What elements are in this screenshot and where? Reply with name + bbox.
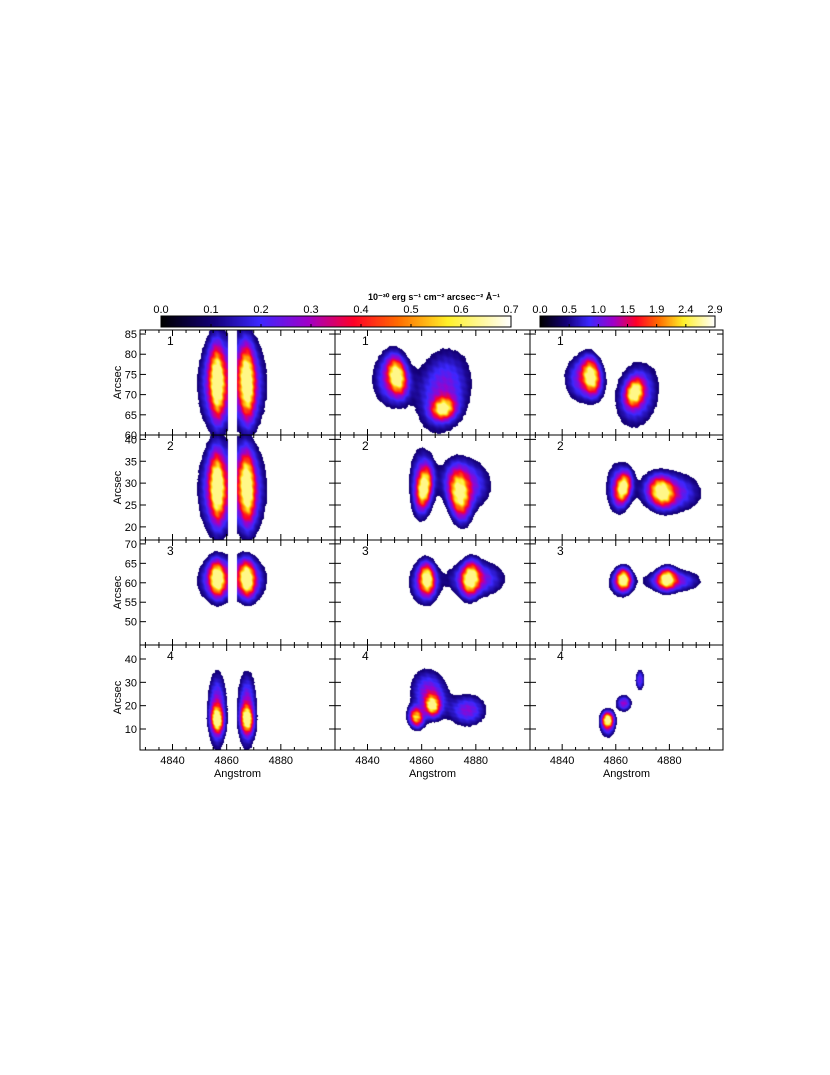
y-axis-title: Arcsec — [112, 470, 124, 504]
x-tick-label: 4880 — [269, 755, 293, 767]
colorbar-tick-label: 0.5 — [562, 304, 577, 316]
heatmap-panel-r2-c1: 2 — [139, 434, 336, 541]
heatmap-image — [530, 540, 723, 645]
x-axis-title: Angstrom — [603, 768, 650, 780]
x-tick-label: 4860 — [604, 755, 628, 767]
colorbar-tick-label: 0.0 — [153, 304, 168, 316]
x-tick-label: 4860 — [409, 755, 433, 767]
heatmap-panel-r4-c3: 4 — [529, 644, 724, 751]
x-tick-label: 4860 — [214, 755, 238, 767]
y-tick-label: 30 — [125, 677, 137, 689]
y-tick-label: 70 — [125, 539, 137, 551]
y-tick-label: 40 — [125, 654, 137, 666]
colorbar-tick-label: 1.0 — [591, 304, 606, 316]
heatmap-image — [335, 645, 530, 750]
y-tick-label: 75 — [125, 369, 137, 381]
y-tick-label: 70 — [125, 390, 137, 402]
y-tick-label: 65 — [125, 410, 137, 422]
x-tick-label: 4880 — [464, 755, 488, 767]
panel-number-label: 3 — [167, 544, 174, 558]
panel-frame — [529, 644, 724, 751]
y-tick-label: 50 — [125, 617, 137, 629]
colorbar-frame — [160, 315, 512, 328]
heatmap-image — [140, 645, 335, 750]
y-tick-label: 25 — [125, 500, 137, 512]
panel-number-label: 4 — [557, 649, 564, 663]
y-tick-label: 85 — [125, 329, 137, 341]
heatmap-panel-r1-c3: 1 — [529, 329, 724, 436]
x-tick-label: 4880 — [657, 755, 681, 767]
x-tick-label: 4840 — [160, 755, 184, 767]
x-tick-label: 4840 — [355, 755, 379, 767]
colorbar-tick-label: 0.6 — [453, 304, 468, 316]
heatmap-panel-r4-c2: 4 — [334, 644, 531, 751]
heatmap-panel-r3-c1: 3 — [139, 539, 336, 646]
x-axis-title: Angstrom — [409, 768, 456, 780]
y-tick-label: 80 — [125, 349, 137, 361]
y-tick-label: 65 — [125, 558, 137, 570]
y-axis-title: Arcsec — [112, 575, 124, 609]
heatmap-image — [335, 540, 530, 645]
colorbar-tick-label: 0.4 — [353, 304, 368, 316]
y-tick-label: 20 — [125, 701, 137, 713]
heatmap-image — [530, 330, 723, 435]
panel-number-label: 2 — [557, 439, 564, 453]
colorbar-tick-label: 0.3 — [303, 304, 318, 316]
panel-number-label: 4 — [362, 649, 369, 663]
panel-number-label: 4 — [167, 649, 174, 663]
colorbar-gradient — [540, 316, 715, 327]
y-axis-title: Arcsec — [112, 365, 124, 399]
heatmap-image — [530, 435, 723, 540]
heatmap-image — [530, 645, 723, 750]
x-axis-title: Angstrom — [214, 768, 261, 780]
panel-number-label: 1 — [167, 334, 174, 348]
panel-number-label: 2 — [167, 439, 174, 453]
y-tick-label: 20 — [125, 522, 137, 534]
colorbar-title: 10⁻³⁰ erg s⁻¹ cm⁻² arcsec⁻² Å⁻¹ — [368, 292, 500, 302]
panel-number-label: 3 — [557, 544, 564, 558]
x-tick-label: 4840 — [550, 755, 574, 767]
heatmap-panel-r2-c3: 2 — [529, 434, 724, 541]
panel-number-label: 1 — [362, 334, 369, 348]
heatmap-panel-r4-c1: 4 — [139, 644, 336, 751]
axes: 606570758085Arcsec2025303540Arcsec505560… — [112, 329, 723, 780]
colorbar-1: 0.0 0.1 0.2 0.3 0.4 0.5 0.6 0.7 — [153, 304, 519, 328]
colorbar-gradient — [161, 316, 511, 327]
y-tick-label: 60 — [125, 430, 137, 442]
colorbar-tick-label: 0.5 — [403, 304, 418, 316]
panel-number-label: 1 — [557, 334, 564, 348]
y-tick-label: 30 — [125, 478, 137, 490]
panel-number-label: 3 — [362, 544, 369, 558]
colorbar-tick-label: 0.0 — [532, 304, 547, 316]
heatmap-image — [335, 330, 530, 435]
y-tick-label: 60 — [125, 578, 137, 590]
heatmap-panel-r1-c1: 1 — [139, 329, 336, 436]
y-tick-label: 40 — [125, 434, 137, 446]
colorbar-tick-label: 0.1 — [203, 304, 218, 316]
colorbar-tick-label: 2.9 — [707, 304, 722, 316]
y-axis-title: Arcsec — [112, 680, 124, 714]
heatmap-panel-r1-c2: 1 — [334, 329, 531, 436]
colorbar-tick-label: 1.5 — [620, 304, 635, 316]
y-tick-label: 55 — [125, 597, 137, 609]
colorbar-2: 0.0 0.5 1.0 1.5 1.9 2.4 2.9 — [532, 304, 723, 328]
heatmap-panel-r3-c3: 3 — [529, 539, 724, 646]
colorbar-tick-label: 2.4 — [678, 304, 693, 316]
heatmap-image — [140, 330, 335, 435]
colorbars: 10⁻³⁰ erg s⁻¹ cm⁻² arcsec⁻² Å⁻¹ 0.0 0.1 0.… — [153, 292, 723, 328]
y-tick-label: 10 — [125, 724, 137, 736]
heatmap-image — [335, 435, 530, 540]
colorbar-tick-label: 1.9 — [649, 304, 664, 316]
heatmap-panel-r2-c2: 2 — [334, 434, 531, 541]
panel-number-label: 2 — [362, 439, 369, 453]
colorbar-tick-label: 0.2 — [253, 304, 268, 316]
panel-grid: 1 1 1 2 2 2 3 3 3 4 4 4 — [139, 329, 724, 751]
y-tick-label: 35 — [125, 456, 137, 468]
heatmap-image — [140, 540, 335, 645]
heatmap-panel-r3-c2: 3 — [334, 539, 531, 646]
heatmap-image — [140, 435, 335, 540]
colorbar-tick-label: 0.7 — [503, 304, 518, 316]
